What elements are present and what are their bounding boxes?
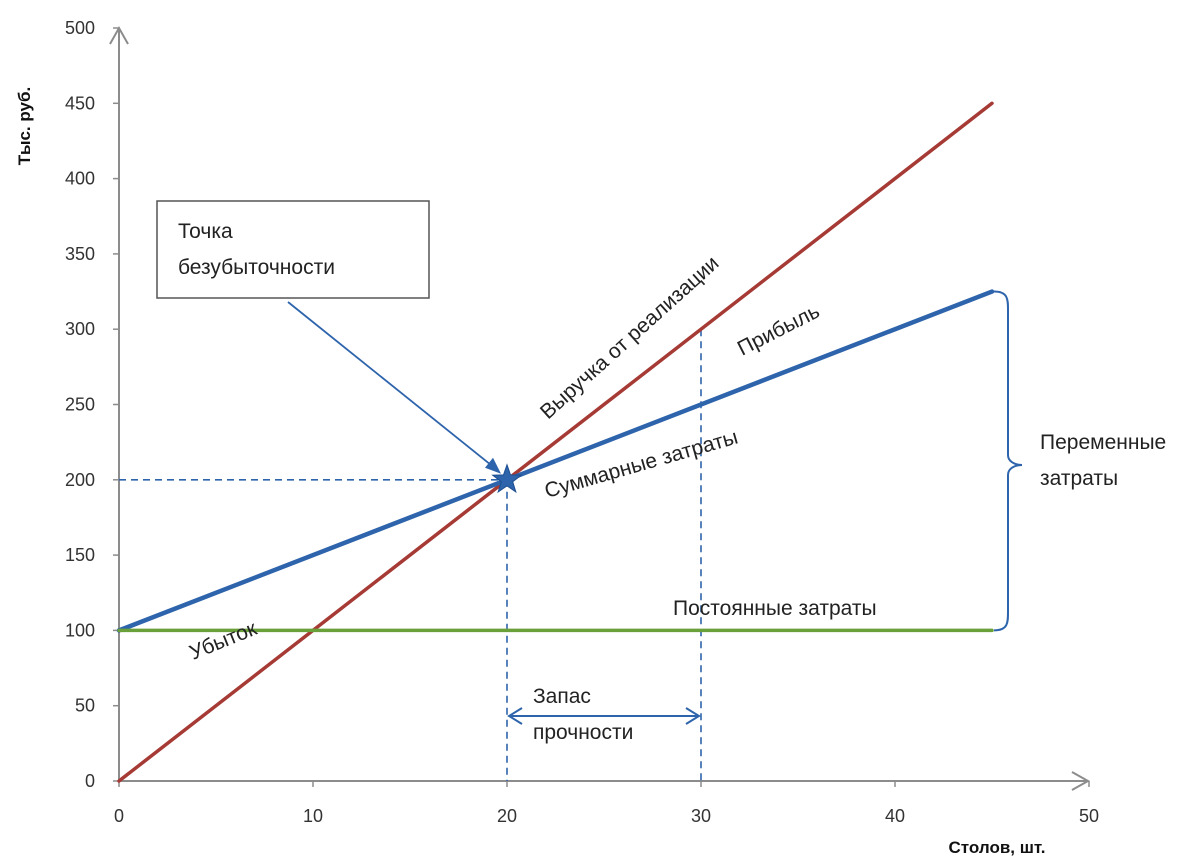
x-tick-label: 50 (1079, 806, 1099, 826)
x-axis-arrow (1071, 771, 1091, 791)
fixed-costs-label: Постоянные затраты (673, 597, 877, 620)
y-tick-label: 200 (65, 470, 95, 490)
y-tick-label: 300 (65, 319, 95, 339)
loss-label: Убыток (186, 617, 261, 665)
x-tick-label: 30 (691, 806, 711, 826)
break-even-label-line2: безубыточности (178, 256, 335, 279)
variable-costs-label-line1: Переменные (1040, 431, 1166, 454)
y-tick-label: 450 (65, 93, 95, 113)
safety-margin-arrow-right (685, 707, 701, 725)
safety-margin-label-line1: Запас (533, 685, 591, 708)
variable-costs-brace (993, 290, 1023, 632)
x-tick-label: 20 (497, 806, 517, 826)
y-tick-label: 150 (65, 545, 95, 565)
series-line-2 (116, 289, 995, 633)
break-even-callout-box (156, 200, 430, 299)
y-tick-label: 350 (65, 244, 95, 264)
safety-margin-label-line2: прочности (533, 721, 633, 744)
break-even-pointer (287, 301, 498, 471)
y-tick-label: 0 (85, 771, 95, 791)
x-tick-label: 40 (885, 806, 905, 826)
y-tick-label: 500 (65, 18, 95, 38)
variable-costs-label-line2: затраты (1040, 467, 1118, 490)
safety-margin-arrow-left (507, 707, 523, 725)
break-even-star (491, 463, 523, 494)
y-tick-label: 400 (65, 169, 95, 189)
profit-label: Прибыль (734, 300, 824, 361)
total-costs-label: Суммарные затраты (542, 426, 741, 503)
x-tick-label: 10 (303, 806, 323, 826)
series-line-1 (117, 101, 994, 783)
revenue-label: Выручка от реализации (536, 252, 724, 424)
y-tick-label: 250 (65, 395, 95, 415)
break-even-pointer-head (485, 457, 501, 474)
y-tick-label: 50 (75, 696, 95, 716)
y-axis-title: Тыс. руб. (15, 87, 34, 165)
x-axis-title: Столов, шт. (949, 838, 1046, 857)
y-tick-label: 100 (65, 620, 95, 640)
x-tick-label: 0 (114, 806, 124, 826)
break-even-label-line1: Точка (178, 220, 233, 243)
